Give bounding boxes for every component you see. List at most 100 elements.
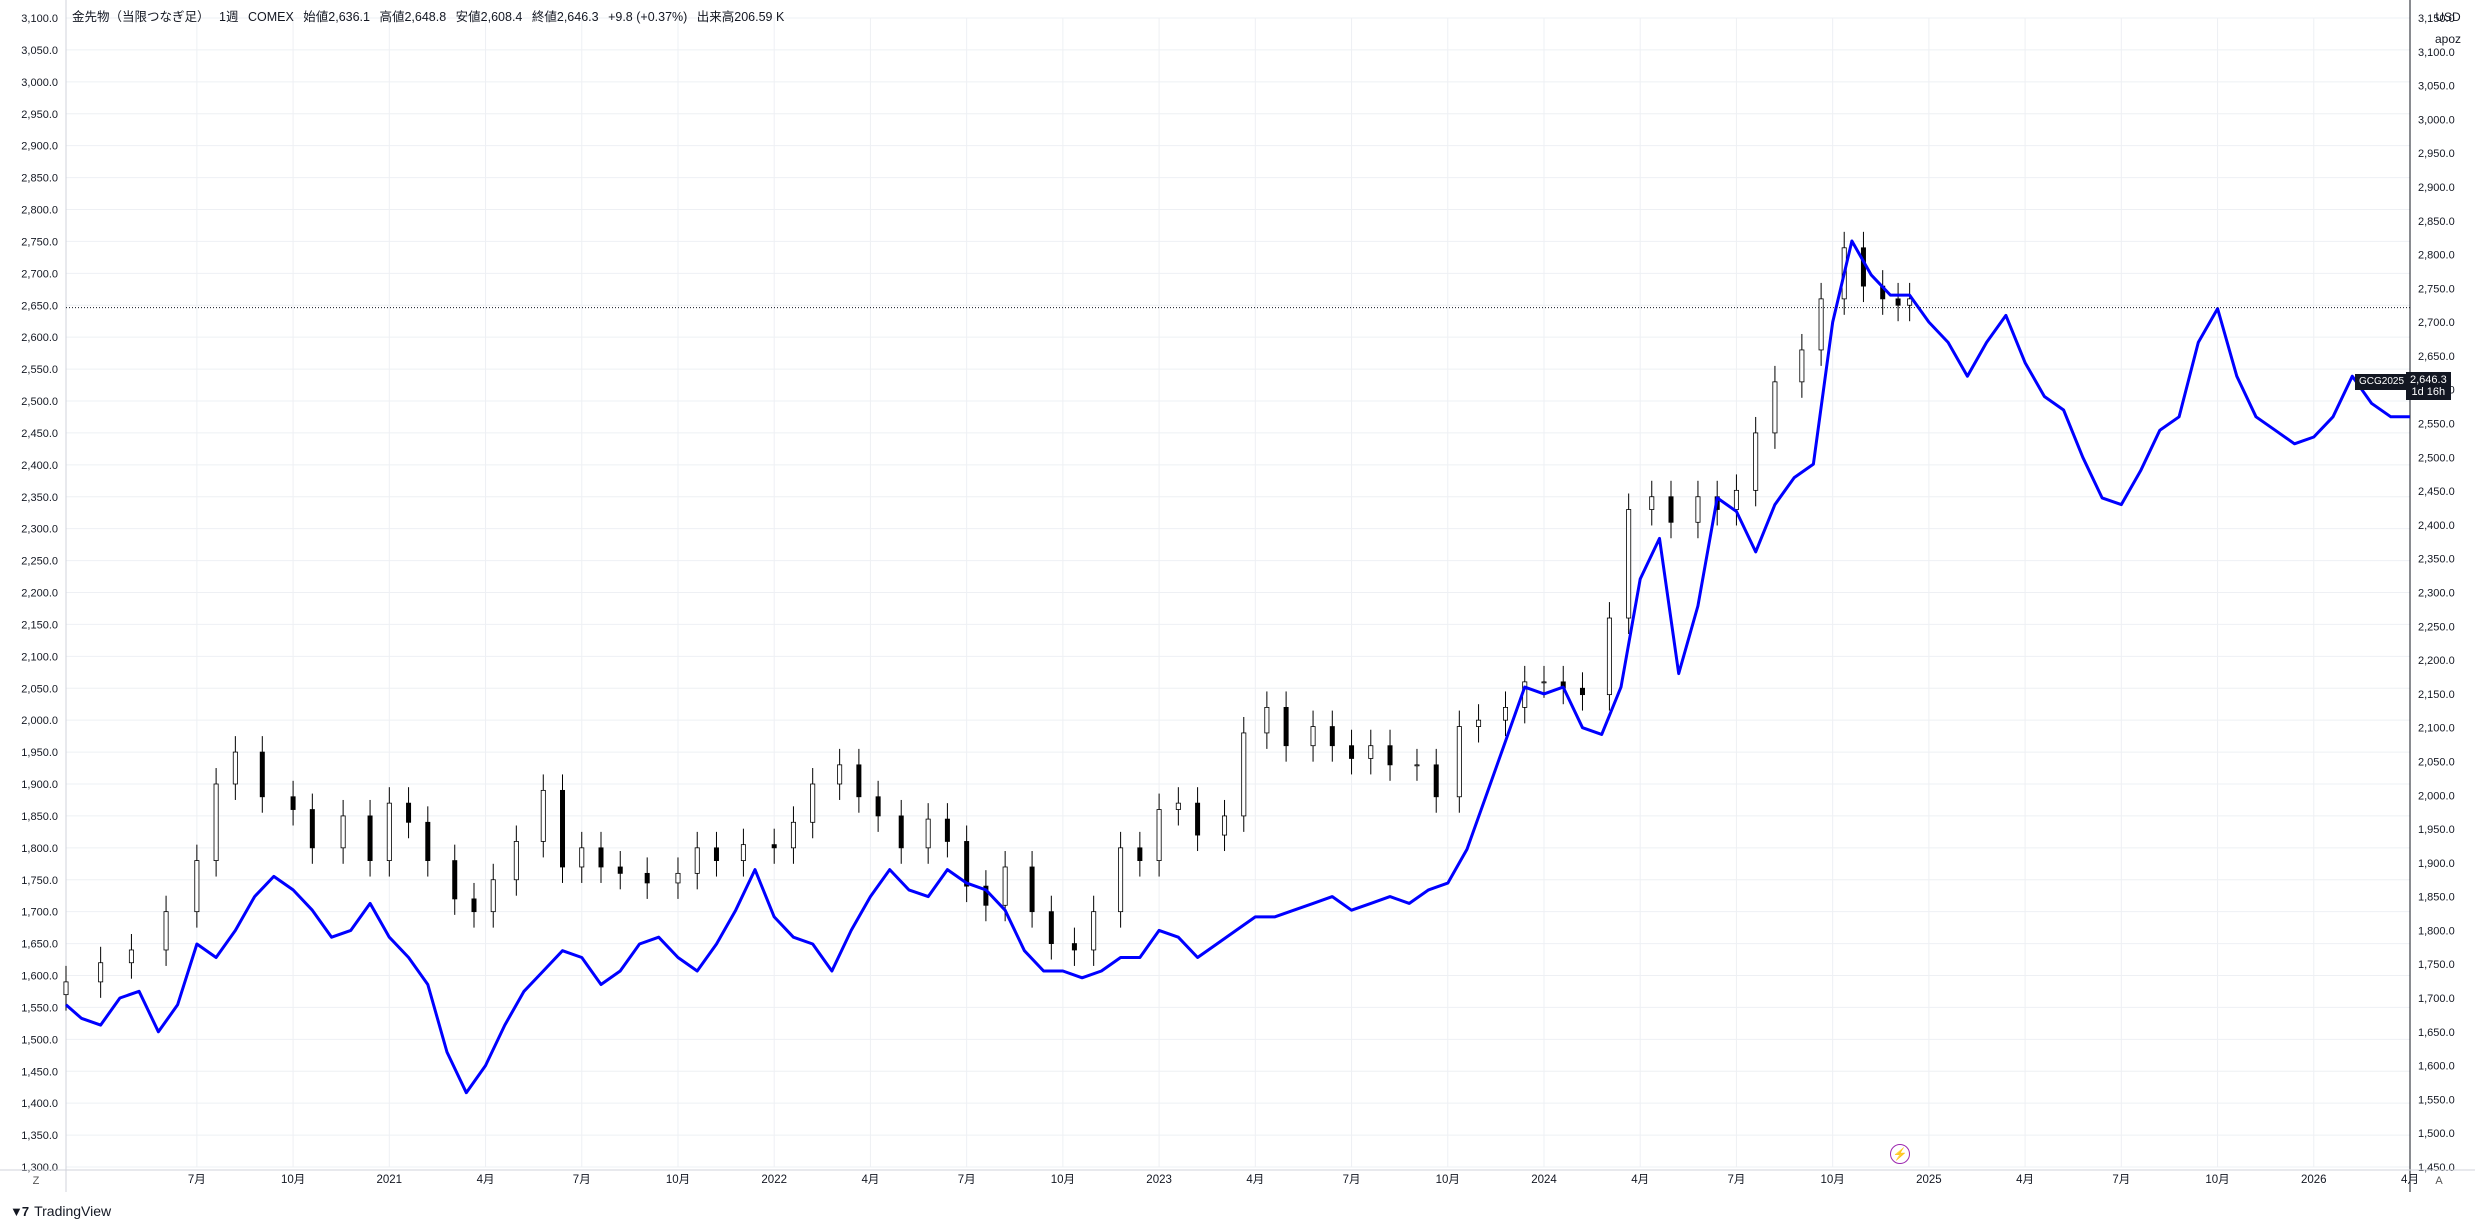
left-axis-tick-label: 1,750.0 — [21, 875, 58, 887]
candle-body — [1772, 381, 1778, 434]
right-axis-tick-label: 1,650.0 — [2418, 1027, 2455, 1039]
left-axis-tick-label: 2,000.0 — [21, 715, 58, 727]
candle-body — [1071, 943, 1077, 951]
candle-body — [1387, 745, 1393, 766]
right-axis-tick-label: 1,850.0 — [2418, 892, 2455, 904]
candle-body — [490, 879, 496, 913]
candle-body — [1626, 509, 1632, 619]
x-axis-tick-label: 10月 — [281, 1174, 305, 1186]
right-axis-tick-label: 3,100.0 — [2418, 47, 2455, 59]
symbol-description[interactable]: 金先物（当限つなぎ足） — [72, 10, 210, 24]
left-axis-tick-label: 1,650.0 — [21, 939, 58, 951]
right-axis-header: USD apoz — [2435, 6, 2461, 50]
left-axis-tick-label: 1,500.0 — [21, 1034, 58, 1046]
left-axis-tick-label: 2,200.0 — [21, 588, 58, 600]
exchange-label: COMEX — [247, 10, 294, 24]
left-axis-tick-label: 1,700.0 — [21, 907, 58, 919]
high-value: 高値2,648.8 — [379, 10, 447, 24]
candle-body — [925, 818, 931, 849]
left-axis-tick-label: 2,800.0 — [21, 205, 58, 217]
candle-body — [1649, 496, 1655, 510]
candle-body — [232, 751, 238, 785]
candle-body — [367, 815, 373, 862]
left-axis-tick-label: 1,350.0 — [21, 1130, 58, 1142]
candle-body — [598, 847, 604, 868]
right-axis-tick-label: 2,800.0 — [2418, 250, 2455, 262]
currency-label[interactable]: USD — [2435, 10, 2461, 24]
candle-body — [1433, 764, 1439, 798]
left-axis-tick-label: 3,000.0 — [21, 77, 58, 89]
candle-body — [1668, 496, 1674, 523]
x-axis-tick-label: 10月 — [1051, 1174, 1075, 1186]
left-axis-tick-label: 2,400.0 — [21, 460, 58, 472]
candle-body — [983, 885, 989, 906]
left-axis-tick-label: 2,750.0 — [21, 236, 58, 248]
candle-body — [540, 789, 546, 842]
right-axis-tick-label: 1,500.0 — [2418, 1128, 2455, 1140]
candle-body — [1503, 707, 1509, 721]
candle-body — [1195, 802, 1201, 836]
candle-body — [790, 821, 796, 849]
right-axis-tick-label: 2,500.0 — [2418, 452, 2455, 464]
left-axis-tick-label: 2,900.0 — [21, 141, 58, 153]
lightning-icon[interactable]: ⚡ — [1890, 1144, 1910, 1164]
zoom-button[interactable]: Z — [32, 1175, 40, 1187]
candle-body — [63, 981, 69, 996]
apoz-series-line[interactable] — [65, 239, 2410, 1095]
last-price-tag: 2,646.3 1d 16h — [2406, 372, 2451, 400]
right-axis-tick-label: 2,550.0 — [2418, 419, 2455, 431]
candle-body — [1368, 745, 1374, 759]
tradingview-logo[interactable]: ▼7 TradingView — [10, 1203, 111, 1219]
bar-countdown: 1d 16h — [2411, 386, 2446, 398]
left-axis-tick-label: 1,850.0 — [21, 811, 58, 823]
candle-body — [290, 796, 296, 810]
left-axis-tick-label: 1,800.0 — [21, 843, 58, 855]
left-axis-tick-label: 2,650.0 — [21, 300, 58, 312]
candle-body — [471, 898, 477, 913]
candle-body — [1818, 298, 1824, 351]
candle-body — [579, 847, 585, 868]
right-axis-tick-label: 2,000.0 — [2418, 790, 2455, 802]
right-axis-tick-label: 2,300.0 — [2418, 588, 2455, 600]
x-axis-tick-label: 4月 — [1631, 1174, 1649, 1186]
candle-body — [425, 821, 431, 861]
candle-body — [1329, 726, 1335, 747]
x-axis-tick-label: 2024 — [1531, 1174, 1557, 1186]
right-axis-tick-label: 1,550.0 — [2418, 1094, 2455, 1106]
auto-scale-button[interactable]: A — [2435, 1175, 2443, 1187]
low-value: 安値2,608.4 — [455, 10, 523, 24]
left-axis-tick-label: 1,600.0 — [21, 971, 58, 983]
candle-body — [944, 818, 950, 842]
x-axis-tick-label: 7月 — [188, 1174, 206, 1186]
candle-body — [1241, 732, 1247, 817]
right-axis-tick-label: 3,050.0 — [2418, 81, 2455, 93]
candle-body — [837, 764, 843, 785]
right-axis-tick-label: 1,900.0 — [2418, 858, 2455, 870]
left-axis-tick-label: 3,100.0 — [21, 13, 58, 25]
candle-body — [1414, 764, 1420, 767]
right-axis-tick-label: 2,100.0 — [2418, 723, 2455, 735]
x-axis-tick-label: 7月 — [1727, 1174, 1745, 1186]
candle-body — [1310, 726, 1316, 747]
right-axis-tick-label: 3,150.0 — [2418, 13, 2455, 25]
right-axis-tick-label: 2,950.0 — [2418, 148, 2455, 160]
candle-body — [1606, 617, 1612, 696]
candle-body — [694, 847, 700, 874]
change-value: +9.8 (+0.37%) — [608, 10, 688, 24]
right-axis-tick-label: 2,350.0 — [2418, 554, 2455, 566]
ticker-price-tag: GCG2025 — [2355, 374, 2409, 390]
left-axis-tick-label: 2,350.0 — [21, 492, 58, 504]
left-axis-tick-label: 2,950.0 — [21, 109, 58, 121]
right-axis-tick-label: 1,450.0 — [2418, 1162, 2455, 1174]
candle-body — [1283, 707, 1289, 747]
candle-body — [713, 847, 719, 861]
open-value: 始値2,636.1 — [303, 10, 370, 24]
right-axis-tick-label: 2,700.0 — [2418, 317, 2455, 329]
right-axis-tick-label: 2,400.0 — [2418, 520, 2455, 532]
candle-body — [771, 844, 777, 849]
right-axis-tick-label: 1,600.0 — [2418, 1061, 2455, 1073]
right-axis-tick-label: 2,150.0 — [2418, 689, 2455, 701]
interval-label[interactable]: 1週 — [219, 10, 239, 24]
candle-body — [1456, 726, 1462, 798]
